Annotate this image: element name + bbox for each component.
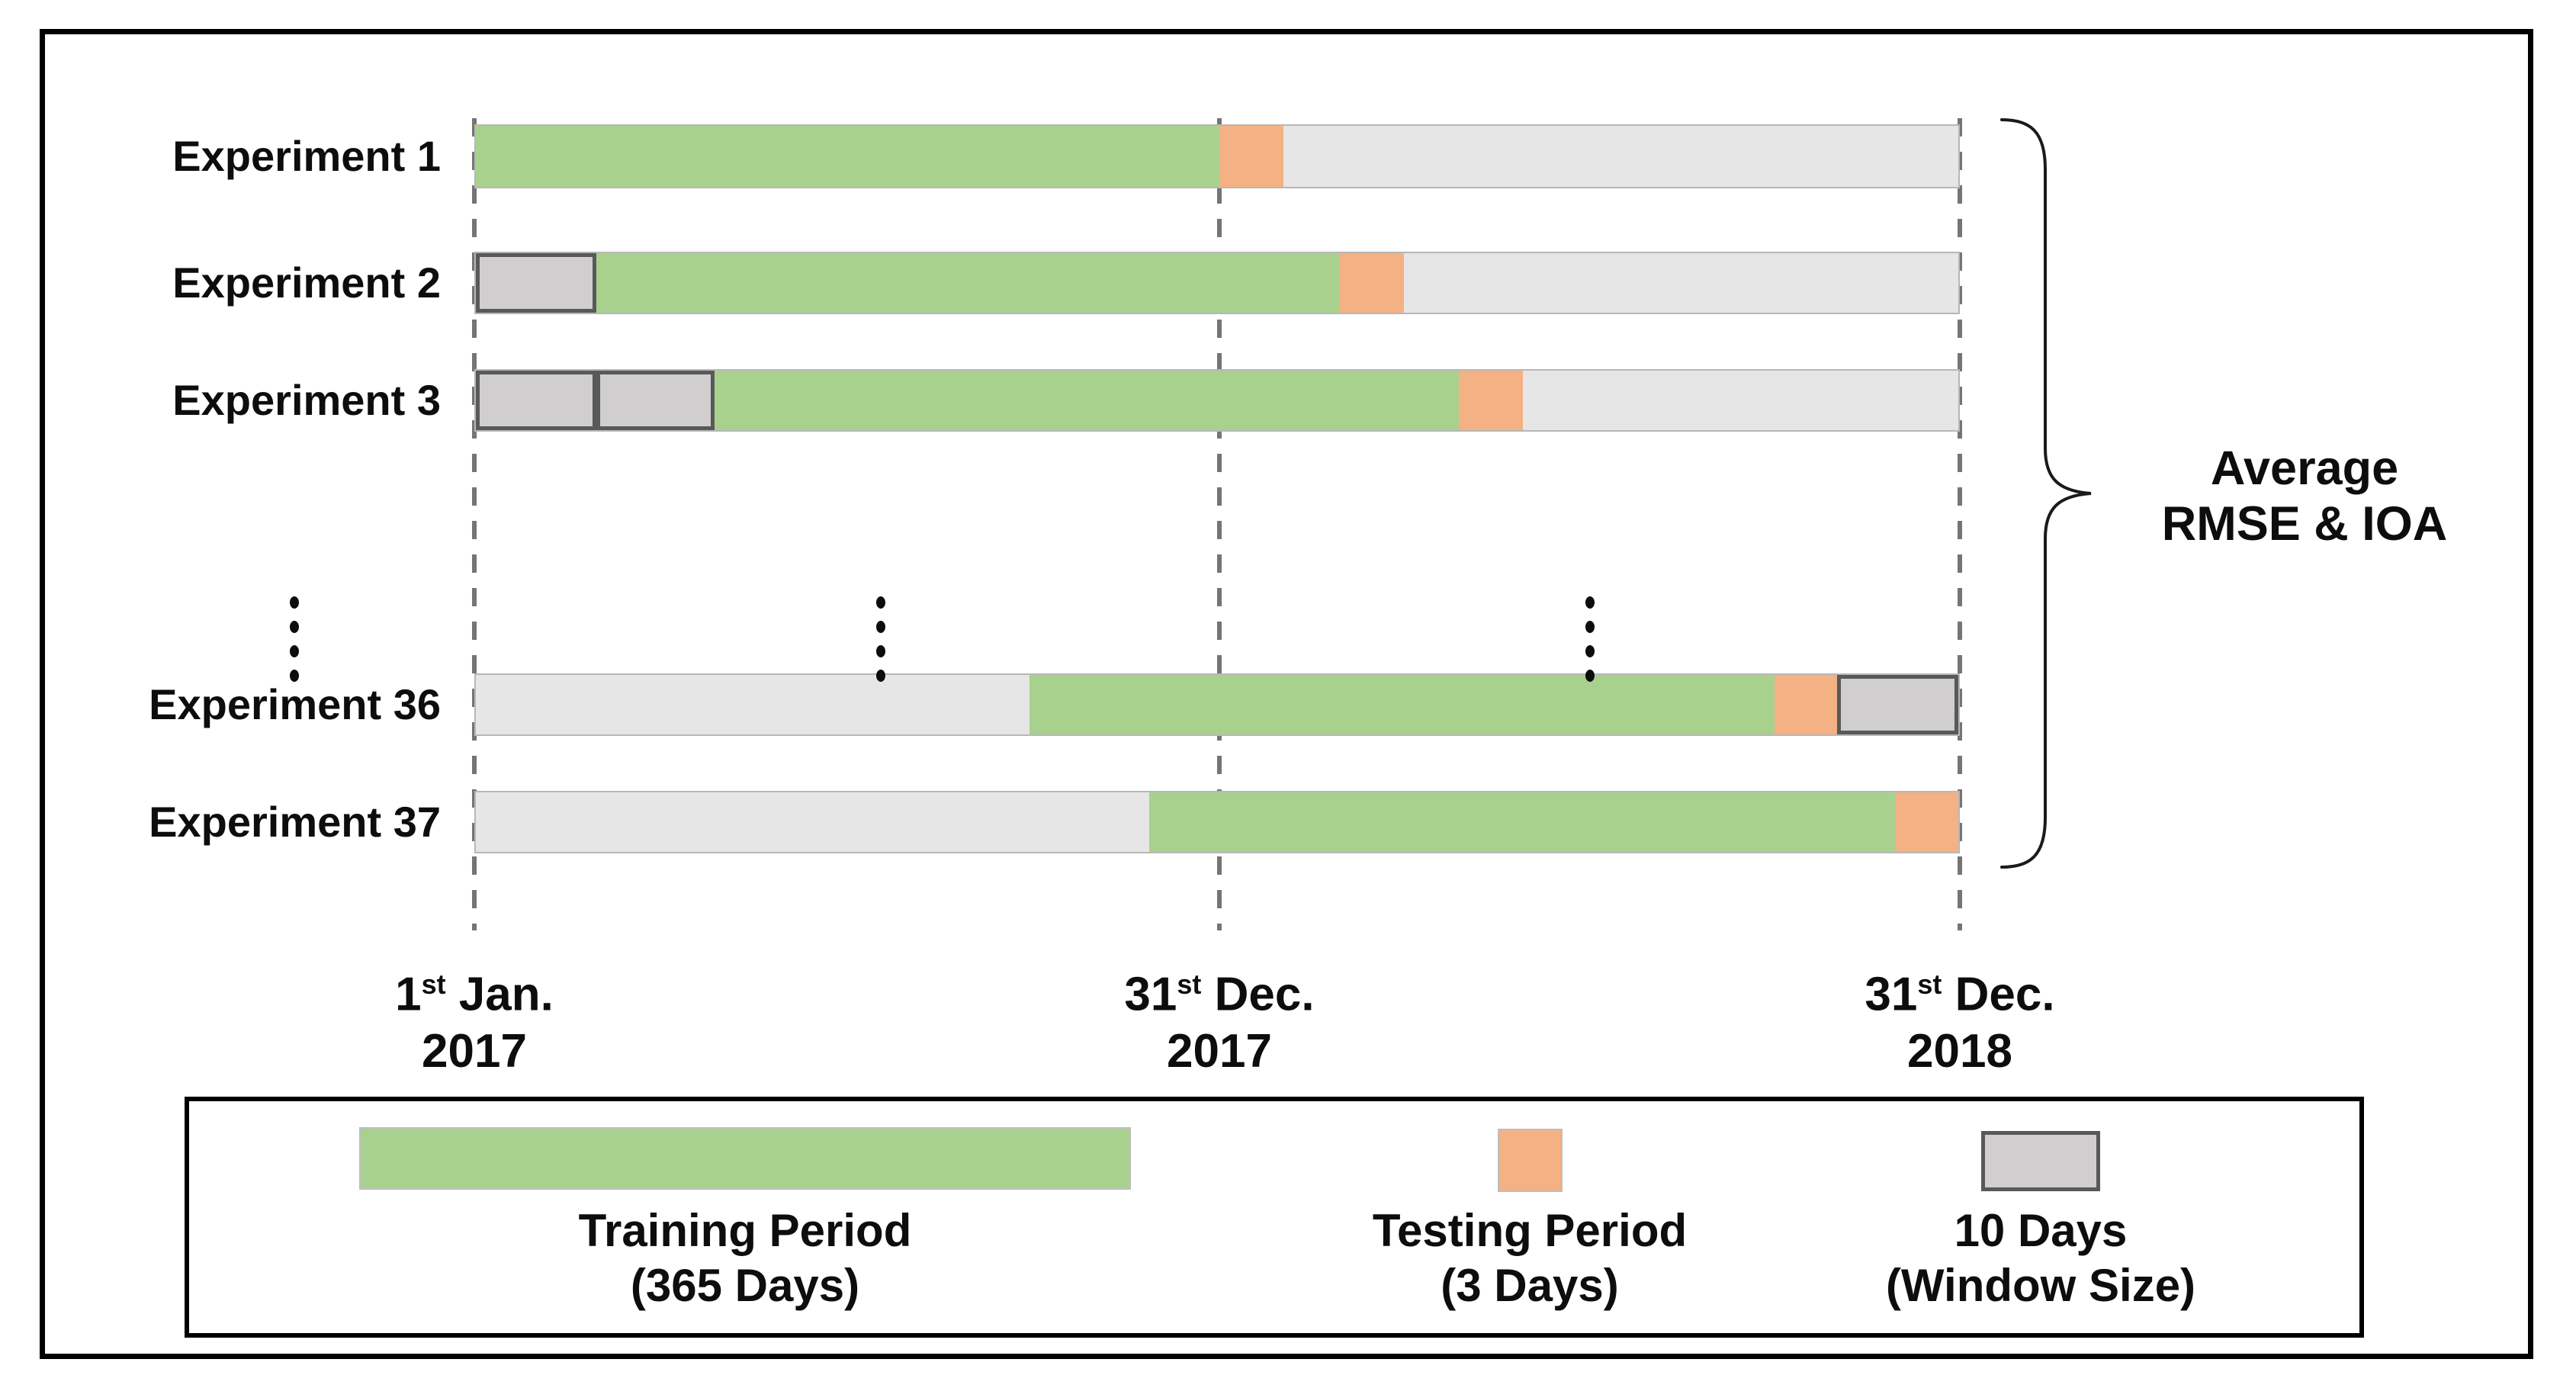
tick-date-line: 31st Dec. [1124, 968, 1315, 1021]
testing-segment [1459, 371, 1524, 430]
legend-testing-swatch [1498, 1129, 1563, 1192]
row-label-experiment-2: Experiment 2 [172, 259, 441, 307]
testing-segment [1339, 253, 1404, 313]
legend-window-label: 10 Days (Window Size) [1812, 1203, 2269, 1313]
gridline-dec-2018 [1958, 118, 1962, 930]
legend-training-label: Training Period (365 Days) [440, 1203, 1050, 1313]
gridline-jan-2017 [472, 118, 477, 930]
window-segment [1837, 675, 1958, 734]
tick-year-line: 2017 [1167, 1024, 1272, 1078]
legend-training-swatch [359, 1127, 1131, 1190]
experiment-36-bar [474, 673, 1960, 736]
brace-label-line1: Average [2210, 442, 2399, 495]
window-segment [476, 371, 596, 430]
window-segment [476, 253, 596, 313]
row-label-experiment-37: Experiment 37 [149, 798, 441, 846]
tick-year-line: 2018 [1907, 1024, 2012, 1078]
window-segment [596, 371, 715, 430]
experiment-37-bar [474, 791, 1960, 853]
remainder-segment [1523, 371, 1958, 430]
legend-testing-line2: (3 Days) [1441, 1260, 1619, 1311]
remainder-segment [476, 675, 1030, 734]
training-segment [1029, 675, 1775, 734]
legend-training-line2: (365 Days) [630, 1260, 860, 1311]
tick-date-line: 31st Dec. [1865, 968, 2055, 1021]
experiment-1-bar [474, 124, 1960, 188]
row-label-experiment-3: Experiment 3 [172, 376, 441, 424]
gridline-dec-2017 [1217, 118, 1222, 930]
legend-window-line2: (Window Size) [1885, 1260, 2196, 1311]
remainder-segment [476, 792, 1150, 852]
brace-label: Average RMSE & IOA [2099, 441, 2510, 552]
tick-dec-31-2018: 31st Dec. 2018 [1762, 956, 2158, 1080]
brace-label-line2: RMSE & IOA [2161, 497, 2448, 551]
testing-segment [1774, 675, 1838, 734]
ellipsis-dots-left [290, 596, 299, 682]
testing-segment [1895, 792, 1958, 852]
training-segment [596, 253, 1340, 313]
remainder-segment [1283, 126, 1958, 187]
testing-segment [1219, 126, 1283, 187]
legend-testing-line1: Testing Period [1372, 1205, 1688, 1256]
training-segment [715, 371, 1460, 430]
tick-year-line: 2017 [422, 1024, 527, 1078]
ellipsis-dots-middle [876, 596, 885, 682]
training-segment [476, 126, 1219, 187]
row-label-experiment-36: Experiment 36 [149, 680, 441, 728]
experiment-2-bar [474, 252, 1960, 314]
legend-training-line1: Training Period [578, 1205, 912, 1256]
tick-jan-1-2017: 1st Jan. 2017 [276, 956, 673, 1080]
row-label-experiment-1: Experiment 1 [172, 132, 441, 180]
tick-date-line: 1st Jan. [395, 968, 554, 1021]
legend-window-line1: 10 Days [1954, 1205, 2128, 1256]
figure-border [40, 29, 2533, 1359]
tick-dec-31-2017: 31st Dec. 2017 [1021, 956, 1418, 1080]
experiment-3-bar [474, 369, 1960, 432]
legend-testing-label: Testing Period (3 Days) [1301, 1203, 1759, 1313]
ellipsis-dots-right [1585, 596, 1595, 682]
legend-window-swatch [1981, 1131, 2100, 1191]
remainder-segment [1403, 253, 1958, 313]
training-segment [1149, 792, 1896, 852]
